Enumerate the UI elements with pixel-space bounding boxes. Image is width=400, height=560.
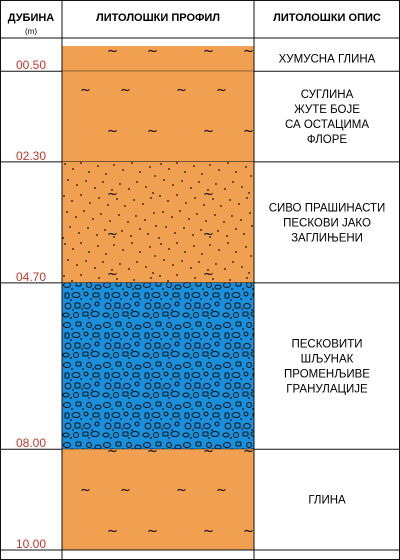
layer-3-description-line: ПЕСКОВИ ЈАКО [283, 217, 371, 229]
layer-4-description-line: ПРОМЕНЉИВЕ [284, 369, 370, 381]
layer-2-description-line: ЖУТЕ БОЈЕ [294, 104, 360, 116]
header-row: ДУБИНА (m) ЛИТОЛОШКИ ПРОФИЛ ЛИТОЛОШКИ ОП… [0, 12, 400, 39]
profile-column-title: ЛИТОЛОШКИ ПРОФИЛ [96, 12, 220, 24]
layer-2-description-line: ФЛОРЕ [307, 134, 348, 146]
layer-4-description-line: ПЕСКОВИТИ [292, 339, 363, 351]
depth-label-2: 02.30 [16, 149, 46, 163]
layer-3-profile [62, 161, 254, 283]
layer-5-profile [62, 449, 254, 550]
layer-1-profile [62, 46, 254, 72]
layer-4-description-line: ШЉУНАК [301, 354, 354, 366]
depth-label-3: 04.70 [16, 270, 46, 284]
depth-label-5: 10.00 [16, 537, 46, 551]
layer-3-description-line: СИВО ПРАШИНАСТИ [269, 202, 386, 214]
layers-group: 00.50 ХУМУСНА ГЛИНА 02.30 СУГЛИНА ЖУТЕ БОЈЕ С… [0, 46, 400, 551]
depth-unit-label: (m) [25, 27, 37, 36]
description-column-title: ЛИТОЛОШКИ ОПИС [273, 12, 381, 24]
layer-1-description-line: ХУМУСНА ГЛИНА [279, 54, 376, 66]
layer-2-profile [62, 71, 254, 162]
depth-column-title: ДУБИНА [8, 12, 55, 24]
depth-label-1: 00.50 [16, 58, 46, 72]
layer-3-description-line: ЗАГЛИЊЕНИ [291, 232, 363, 244]
depth-label-4: 08.00 [16, 436, 46, 450]
layer-5-description-line: ГЛИНА [308, 495, 346, 507]
layer-2-description-line: СУГЛИНА [301, 89, 354, 101]
layer-4-description-line: ГРАНУЛАЦИЈЕ [286, 384, 368, 396]
layer-4-profile [62, 282, 254, 450]
layer-2-description-line: СА ОСТАЦИМА [285, 119, 369, 131]
